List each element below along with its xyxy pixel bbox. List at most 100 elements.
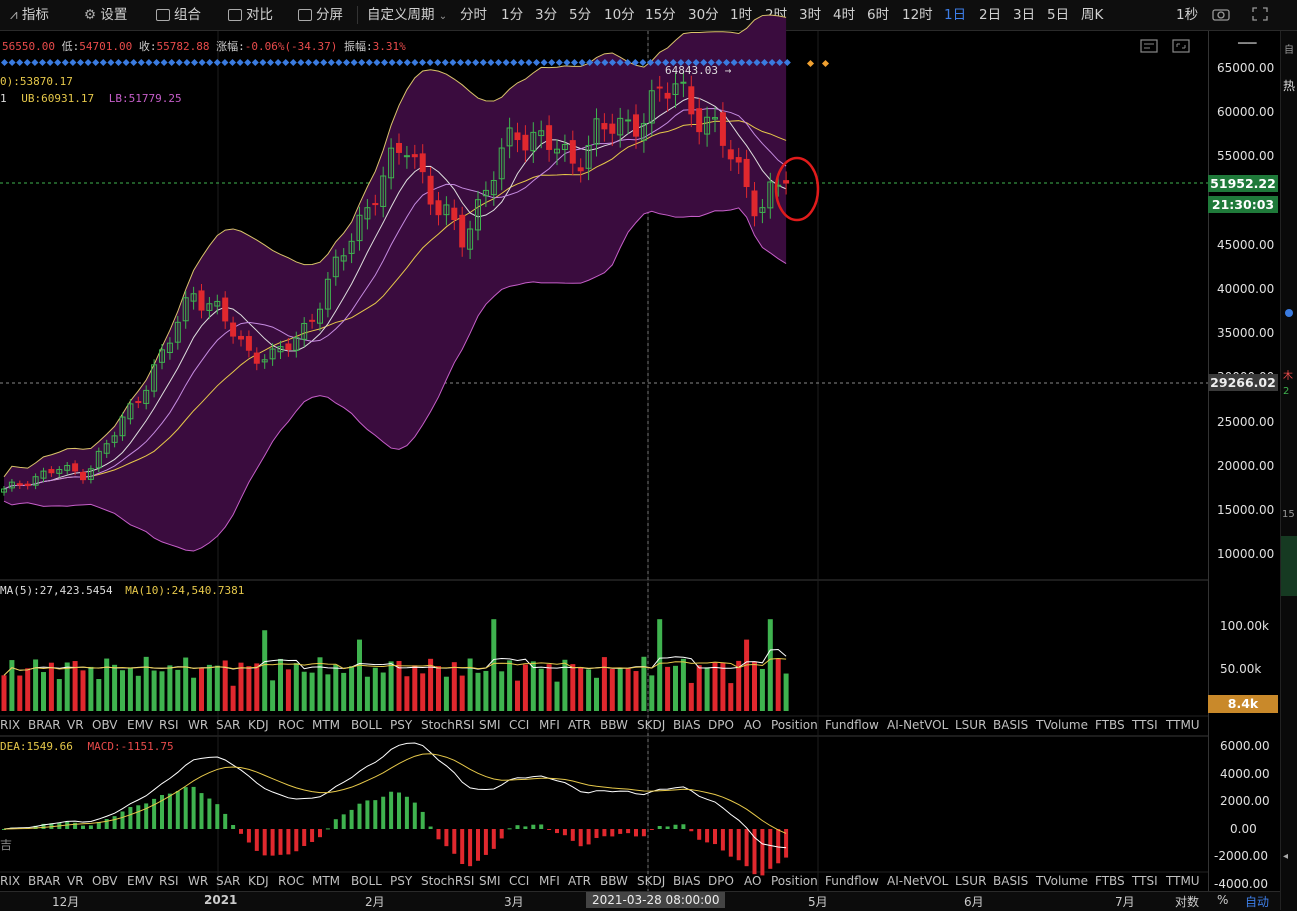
indicator-tab-bottom-30[interactable]: TTSI bbox=[1132, 874, 1158, 888]
indicator-tab-bottom-6[interactable]: WR bbox=[188, 874, 209, 888]
indicator-tab-top-13[interactable]: StochRSI bbox=[421, 718, 475, 732]
side-arrow-icon[interactable]: ◂ bbox=[1283, 851, 1289, 862]
indicator-tab-bottom-26[interactable]: LSUR bbox=[955, 874, 987, 888]
indicator-tab-bottom-0[interactable]: RIX bbox=[0, 874, 21, 888]
indicator-tab-bottom-10[interactable]: MTM bbox=[312, 874, 341, 888]
indicator-tab-bottom-20[interactable]: BIAS bbox=[673, 874, 701, 888]
indicator-tab-top-3[interactable]: OBV bbox=[92, 718, 118, 732]
indicator-tab-top-12[interactable]: PSY bbox=[390, 718, 413, 732]
indicator-tab-bottom-3[interactable]: OBV bbox=[92, 874, 118, 888]
indicator-tab-top-10[interactable]: MTM bbox=[312, 718, 341, 732]
indicator-tab-top-20[interactable]: BIAS bbox=[673, 718, 701, 732]
indicator-tab-bottom-23[interactable]: Position bbox=[771, 874, 818, 888]
indicator-tab-bottom-28[interactable]: TVolume bbox=[1036, 874, 1088, 888]
indicator-tab-top-8[interactable]: KDJ bbox=[248, 718, 269, 732]
period-tab-12[interactable]: 12时 bbox=[902, 7, 933, 23]
indicator-tab-top-16[interactable]: MFI bbox=[539, 718, 560, 732]
indicator-tab-bottom-13[interactable]: StochRSI bbox=[421, 874, 475, 888]
indicator-tab-top-23[interactable]: Position bbox=[771, 718, 818, 732]
indicator-tab-top-18[interactable]: BBW bbox=[600, 718, 628, 732]
indicator-tab-bottom-29[interactable]: FTBS bbox=[1095, 874, 1125, 888]
indicator-tab-top-2[interactable]: VR bbox=[67, 718, 84, 732]
indicator-tab-top-17[interactable]: ATR bbox=[568, 718, 591, 732]
indicator-tab-top-21[interactable]: DPO bbox=[708, 718, 734, 732]
settings-button[interactable]: ⚙ 设置 bbox=[84, 0, 127, 30]
period-tab-15[interactable]: 3日 bbox=[1013, 7, 1036, 23]
indicator-tab-bottom-27[interactable]: BASIS bbox=[993, 874, 1029, 888]
split-screen-button[interactable]: 分屏 bbox=[298, 0, 343, 30]
indicator-tab-bottom-2[interactable]: VR bbox=[67, 874, 84, 888]
draw-tools-icon[interactable] bbox=[1140, 38, 1158, 58]
period-tab-5[interactable]: 15分 bbox=[645, 7, 676, 23]
log-scale-toggle[interactable]: 对数 bbox=[1175, 895, 1200, 909]
indicator-tab-bottom-11[interactable]: BOLL bbox=[351, 874, 382, 888]
indicator-tab-bottom-19[interactable]: SKDJ bbox=[637, 874, 666, 888]
period-tab-4[interactable]: 10分 bbox=[604, 7, 635, 23]
indicator-tab-top-0[interactable]: RIX bbox=[0, 718, 21, 732]
indicator-tab-bottom-17[interactable]: ATR bbox=[568, 874, 591, 888]
collapse-handle[interactable]: ▁▁ bbox=[1238, 30, 1257, 44]
period-tab-9[interactable]: 3时 bbox=[799, 7, 822, 23]
indicator-tab-bottom-24[interactable]: Fundflow bbox=[825, 874, 879, 888]
fullscreen-icon[interactable] bbox=[1252, 0, 1268, 30]
indicator-tab-bottom-12[interactable]: PSY bbox=[390, 874, 413, 888]
indicator-tab-bottom-25[interactable]: AI-NetVOL bbox=[887, 874, 949, 888]
chevron-down-icon: ⌄ bbox=[438, 11, 448, 22]
macd-histogram-bar bbox=[104, 819, 109, 829]
percent-scale-toggle[interactable]: % bbox=[1217, 893, 1229, 907]
period-tab-17[interactable]: 周K bbox=[1081, 7, 1104, 23]
indicator-tab-top-22[interactable]: AO bbox=[744, 718, 762, 732]
indicator-tab-top-6[interactable]: WR bbox=[188, 718, 209, 732]
indicator-tab-top-24[interactable]: Fundflow bbox=[825, 718, 879, 732]
indicator-tab-bottom-16[interactable]: MFI bbox=[539, 874, 560, 888]
period-tab-3[interactable]: 5分 bbox=[569, 7, 592, 23]
period-tab-11[interactable]: 6时 bbox=[867, 7, 890, 23]
indicator-tab-bottom-5[interactable]: RSI bbox=[159, 874, 179, 888]
indicator-tab-top-28[interactable]: TVolume bbox=[1036, 718, 1088, 732]
indicator-tab-bottom-4[interactable]: EMV bbox=[127, 874, 154, 888]
auto-scale-toggle[interactable]: 自动 bbox=[1245, 895, 1270, 909]
indicator-tab-bottom-31[interactable]: TTMU bbox=[1166, 874, 1200, 888]
indicator-tab-bottom-22[interactable]: AO bbox=[744, 874, 762, 888]
period-tab-16[interactable]: 5日 bbox=[1047, 7, 1070, 23]
indicator-tab-top-7[interactable]: SAR bbox=[216, 718, 241, 732]
period-tab-14[interactable]: 2日 bbox=[979, 7, 1002, 23]
period-tab-1[interactable]: 1分 bbox=[501, 7, 524, 23]
indicator-tab-bottom-1[interactable]: BRAR bbox=[28, 874, 61, 888]
indicator-tab-top-30[interactable]: TTSI bbox=[1132, 718, 1158, 732]
indicator-tab-top-25[interactable]: AI-NetVOL bbox=[887, 718, 949, 732]
indicator-tab-top-27[interactable]: BASIS bbox=[993, 718, 1029, 732]
indicator-tab-top-5[interactable]: RSI bbox=[159, 718, 179, 732]
indicator-tab-bottom-14[interactable]: SMI bbox=[479, 874, 501, 888]
indicator-tab-bottom-7[interactable]: SAR bbox=[216, 874, 241, 888]
expand-icon[interactable] bbox=[1172, 38, 1190, 58]
period-tab-13[interactable]: 1日 bbox=[944, 7, 967, 23]
period-tab-0[interactable]: 分时 bbox=[460, 7, 487, 23]
indicator-tab-bottom-8[interactable]: KDJ bbox=[248, 874, 269, 888]
indicator-tab-top-14[interactable]: SMI bbox=[479, 718, 501, 732]
custom-period-dropdown[interactable]: 自定义周期 ⌄ bbox=[367, 0, 447, 30]
indicator-tab-top-4[interactable]: EMV bbox=[127, 718, 154, 732]
compare-button[interactable]: 对比 bbox=[228, 0, 273, 30]
period-tab-6[interactable]: 30分 bbox=[688, 7, 719, 23]
indicator-tab-bottom-21[interactable]: DPO bbox=[708, 874, 734, 888]
indicator-tab-top-1[interactable]: BRAR bbox=[28, 718, 61, 732]
combo-button[interactable]: 组合 bbox=[156, 0, 201, 30]
camera-icon[interactable] bbox=[1212, 0, 1230, 30]
indicator-tab-bottom-15[interactable]: CCI bbox=[509, 874, 530, 888]
indicator-tab-top-15[interactable]: CCI bbox=[509, 718, 530, 732]
indicator-tab-bottom-9[interactable]: ROC bbox=[278, 874, 305, 888]
indicator-tab-top-26[interactable]: LSUR bbox=[955, 718, 987, 732]
indicator-tab-bottom-18[interactable]: BBW bbox=[600, 874, 628, 888]
indicators-button[interactable]: ⩘ 指标 bbox=[10, 0, 49, 30]
interval-label[interactable]: 1秒 bbox=[1176, 7, 1199, 23]
period-tab-10[interactable]: 4时 bbox=[833, 7, 856, 23]
period-tab-7[interactable]: 1时 bbox=[730, 7, 753, 23]
period-tab-2[interactable]: 3分 bbox=[535, 7, 558, 23]
indicator-tab-top-9[interactable]: ROC bbox=[278, 718, 305, 732]
indicator-tab-top-29[interactable]: FTBS bbox=[1095, 718, 1125, 732]
indicator-tab-top-31[interactable]: TTMU bbox=[1166, 718, 1200, 732]
indicator-tab-top-19[interactable]: SKDJ bbox=[637, 718, 666, 732]
indicator-tab-top-11[interactable]: BOLL bbox=[351, 718, 382, 732]
